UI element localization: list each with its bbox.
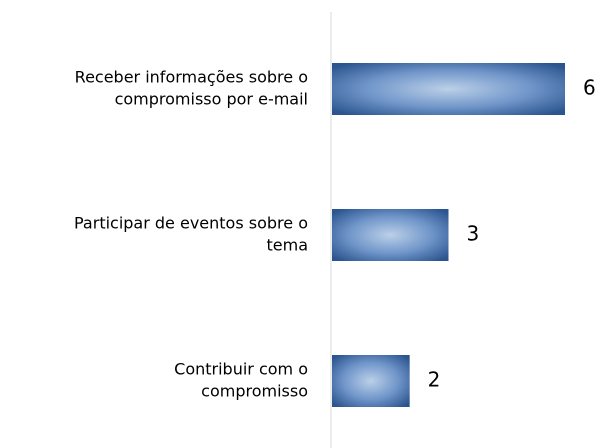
category-label: compromisso — [201, 382, 308, 401]
category-label: Contribuir com o — [174, 360, 308, 379]
value-label: 6 — [583, 76, 596, 100]
value-label: 3 — [467, 222, 480, 246]
bar — [332, 355, 410, 407]
category-label: Receber informações sobre o — [75, 68, 308, 87]
category-label: compromisso por e-mail — [115, 90, 308, 109]
category-label: tema — [266, 236, 308, 255]
value-label: 2 — [428, 368, 441, 392]
bar — [332, 63, 565, 115]
bar — [332, 209, 449, 261]
category-label: Participar de eventos sobre o — [74, 214, 308, 233]
